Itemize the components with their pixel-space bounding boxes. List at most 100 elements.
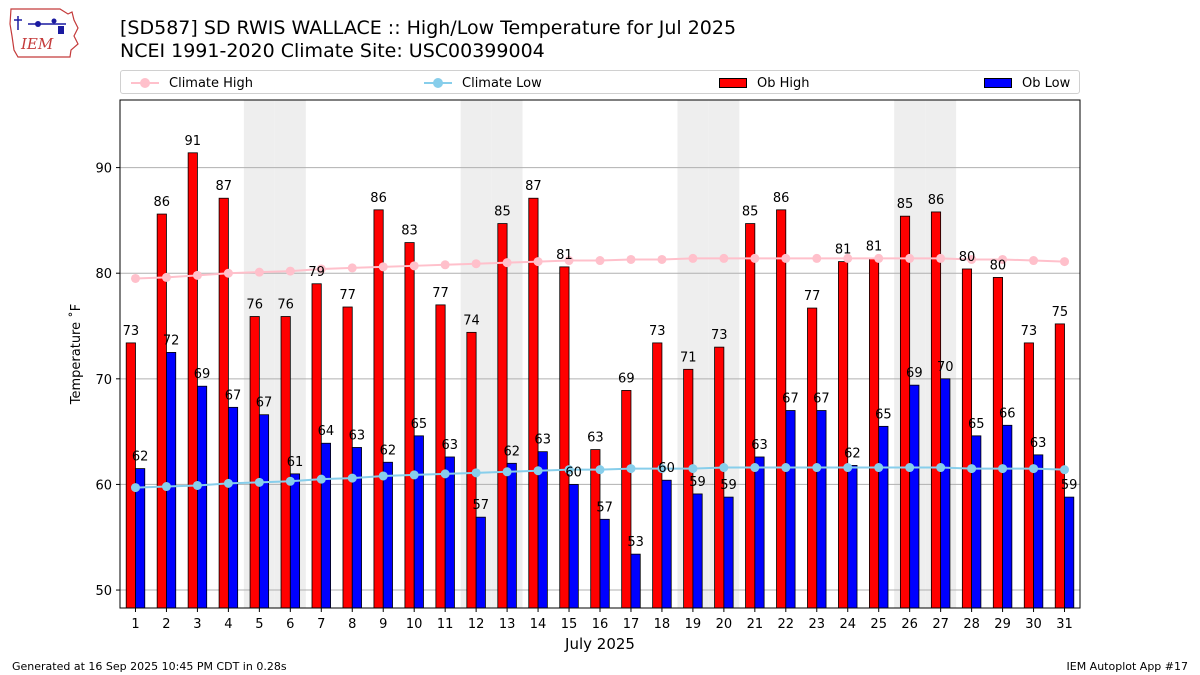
climate-high-point bbox=[626, 254, 636, 264]
climate-low-point bbox=[409, 470, 419, 480]
ob-high-bar bbox=[249, 316, 260, 609]
ob-low-label: 57 bbox=[473, 498, 490, 513]
ob-low-bar bbox=[630, 553, 641, 609]
ob-high-bar bbox=[899, 215, 911, 609]
ob-low-bar bbox=[537, 451, 548, 609]
climate-high-point bbox=[533, 257, 543, 267]
climate-high-point bbox=[688, 253, 698, 263]
climate-high-point bbox=[657, 254, 667, 264]
x-tick-label: 31 bbox=[1056, 617, 1073, 632]
climate-low-point bbox=[254, 477, 264, 487]
climate-low-point bbox=[564, 465, 574, 475]
climate-low-point bbox=[812, 463, 822, 473]
ob-low-label: 67 bbox=[813, 392, 830, 407]
ob-low-bar bbox=[227, 406, 239, 609]
x-tick-label: 6 bbox=[286, 617, 294, 632]
ob-high-label: 76 bbox=[277, 298, 294, 313]
climate-high-point bbox=[564, 256, 574, 266]
y-tick-label: 60 bbox=[95, 478, 112, 493]
ob-high-label: 81 bbox=[866, 239, 883, 254]
ob-high-label: 77 bbox=[432, 286, 449, 301]
ob-low-label: 61 bbox=[287, 455, 304, 470]
climate-low-point bbox=[688, 464, 698, 474]
climate-low-point bbox=[471, 468, 481, 478]
x-tick-label: 9 bbox=[379, 617, 387, 632]
climate-high-point bbox=[316, 264, 326, 274]
x-tick-label: 10 bbox=[406, 617, 423, 632]
ob-high-label: 71 bbox=[680, 350, 697, 365]
ob-high-bar bbox=[125, 342, 136, 609]
climate-high-point bbox=[347, 263, 357, 273]
x-tick-label: 25 bbox=[870, 617, 887, 632]
climate-low-point bbox=[192, 480, 202, 490]
ob-high-label: 75 bbox=[1052, 305, 1069, 320]
climate-high-point bbox=[192, 270, 202, 280]
climate-high-point bbox=[750, 253, 760, 263]
climate-low-point bbox=[378, 471, 388, 481]
ob-low-bar bbox=[258, 414, 270, 609]
ob-high-bar bbox=[342, 306, 353, 609]
climate-low-point bbox=[316, 474, 326, 484]
x-tick-label: 29 bbox=[994, 617, 1011, 632]
climate-low-point bbox=[1060, 465, 1070, 475]
ob-low-bar bbox=[599, 518, 610, 609]
ob-low-bar bbox=[878, 425, 889, 609]
ob-low-bar bbox=[661, 479, 672, 609]
y-tick-label: 50 bbox=[95, 584, 112, 599]
ob-high-label: 86 bbox=[773, 191, 790, 206]
x-tick-label: 24 bbox=[839, 617, 856, 632]
ob-high-label: 91 bbox=[185, 134, 202, 149]
climate-high-point bbox=[409, 261, 419, 271]
y-tick-label: 90 bbox=[95, 162, 112, 177]
ob-low-bar bbox=[289, 473, 301, 609]
climate-high-point bbox=[440, 260, 450, 270]
ob-low-bar bbox=[785, 410, 796, 609]
climate-high-point bbox=[254, 267, 264, 277]
ob-low-bar bbox=[413, 435, 424, 609]
climate-high-point bbox=[378, 262, 388, 272]
climate-high-point bbox=[967, 254, 977, 264]
ob-high-label: 73 bbox=[649, 324, 666, 339]
climate-low-point bbox=[440, 469, 450, 479]
climate-low-point bbox=[285, 476, 295, 486]
climate-low-point bbox=[998, 464, 1008, 474]
ob-high-label: 80 bbox=[990, 258, 1007, 273]
chart-title: [SD587] SD RWIS WALLACE :: High/Low Temp… bbox=[120, 17, 737, 39]
climate-high-point bbox=[843, 253, 853, 263]
climate-low-point bbox=[130, 483, 140, 493]
ob-high-bar bbox=[621, 390, 632, 609]
ob-high-bar bbox=[838, 261, 849, 609]
ob-low-label: 62 bbox=[844, 446, 861, 461]
x-tick-label: 19 bbox=[685, 617, 702, 632]
climate-low-point bbox=[781, 463, 791, 473]
climate-low-point bbox=[843, 463, 853, 473]
ob-high-label: 85 bbox=[897, 197, 914, 212]
legend-ob-high: Ob High bbox=[719, 71, 810, 95]
ob-low-bar bbox=[320, 442, 331, 609]
legend: Climate High Climate Low Ob High Ob Low bbox=[120, 70, 1080, 94]
x-tick-label: 13 bbox=[499, 617, 516, 632]
ob-high-label: 73 bbox=[711, 328, 728, 343]
x-tick-label: 3 bbox=[193, 617, 201, 632]
ob-high-label: 77 bbox=[339, 288, 356, 303]
ob-low-bar bbox=[754, 456, 765, 609]
climate-high-point bbox=[719, 253, 729, 263]
climate-high-point bbox=[998, 254, 1008, 264]
climate-high-point bbox=[471, 259, 481, 269]
ob-low-label: 64 bbox=[318, 424, 335, 439]
climate-high-point bbox=[905, 253, 915, 263]
ob-low-bar bbox=[197, 385, 208, 609]
climate-low-point bbox=[223, 478, 233, 488]
ob-low-bar bbox=[940, 378, 951, 609]
x-tick-label: 2 bbox=[162, 617, 170, 632]
legend-ob-low: Ob Low bbox=[984, 71, 1070, 95]
ob-high-label: 76 bbox=[246, 298, 263, 313]
ob-low-bar bbox=[351, 447, 362, 609]
ob-high-bar bbox=[807, 307, 818, 609]
logo-text: IEM bbox=[20, 35, 54, 53]
footer-generated: Generated at 16 Sep 2025 10:45 PM CDT in… bbox=[12, 660, 287, 673]
ob-high-label: 83 bbox=[401, 224, 418, 239]
ob-high-label: 73 bbox=[123, 324, 140, 339]
ob-low-label: 66 bbox=[999, 406, 1016, 421]
legend-climate-high: Climate High bbox=[131, 71, 253, 95]
